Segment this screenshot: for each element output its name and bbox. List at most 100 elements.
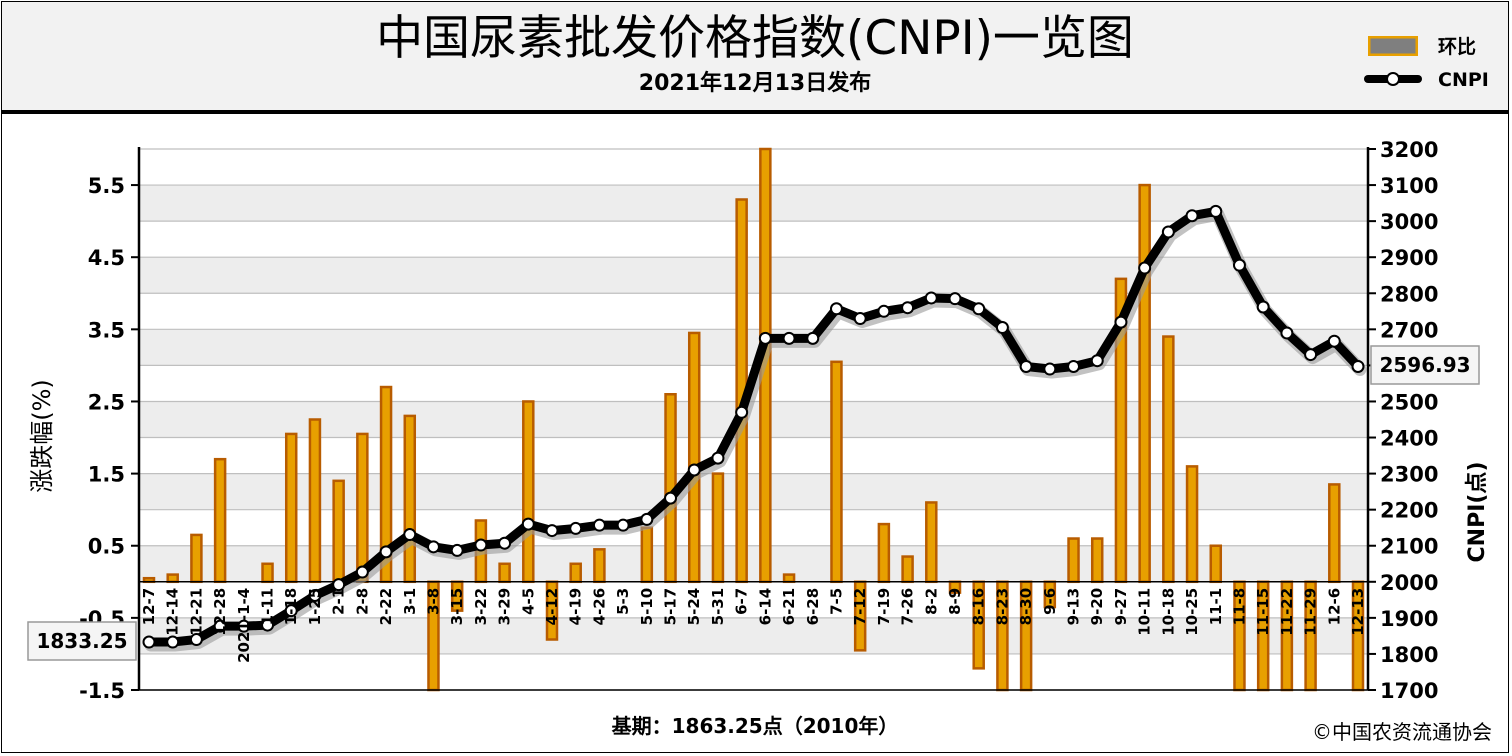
cnpi-point — [1161, 225, 1175, 239]
cnpi-point — [640, 512, 654, 526]
x-tick-label: 4-5 — [519, 588, 537, 615]
x-tick-label: 2021-1-4 — [235, 588, 253, 663]
right-tick-label: 2700 — [1380, 318, 1438, 342]
cnpi-point — [1351, 359, 1365, 373]
cnpi-point — [735, 405, 749, 419]
x-tick-label: 2-22 — [377, 588, 395, 626]
bar — [1138, 183, 1151, 584]
x-tick-label: 8-2 — [922, 588, 940, 615]
cnpi-point — [782, 331, 796, 345]
cnpi-point — [1209, 204, 1223, 218]
bar — [901, 555, 914, 584]
cnpi-point — [450, 543, 464, 557]
plot-band — [139, 149, 1368, 186]
plot-band — [139, 509, 1368, 546]
bar — [522, 400, 535, 584]
cnpi-point — [142, 635, 156, 649]
cnpi-point — [569, 521, 583, 535]
cnpi-point — [1138, 261, 1152, 275]
plot-band — [139, 617, 1368, 654]
bar — [640, 526, 654, 584]
x-tick-label: 9-20 — [1088, 588, 1106, 626]
plot-band — [139, 437, 1368, 474]
bar — [877, 522, 891, 584]
cnpi-point — [545, 524, 559, 538]
right-tick-label: 3000 — [1380, 210, 1438, 234]
x-tick-label: 5-10 — [638, 588, 656, 626]
bar — [1090, 537, 1104, 584]
cnpi-point — [829, 302, 843, 316]
x-tick-label: 11-29 — [1302, 588, 1320, 636]
cnpi-point — [592, 518, 606, 532]
x-tick-label: 12-14 — [164, 588, 182, 636]
base-period-note: 基期：1863.25点（2010年） — [611, 714, 899, 738]
chart-title: 中国尿素批发价格指数(CNPI)一览图 — [376, 11, 1134, 66]
cnpi-point — [1280, 326, 1294, 340]
cnpi-point — [1043, 362, 1057, 376]
plot-band — [139, 329, 1368, 366]
line-series — [142, 204, 1367, 652]
x-tick-label: 5-31 — [709, 588, 727, 626]
bar — [782, 573, 796, 584]
x-tick-label: 11-8 — [1230, 588, 1248, 626]
x-tick-label: 8-16 — [970, 588, 988, 626]
x-tick-label: 3-15 — [448, 588, 466, 626]
bar — [308, 418, 322, 584]
left-tick-label: 3.5 — [88, 318, 125, 342]
bar — [261, 562, 274, 584]
cnpi-point — [1232, 258, 1246, 272]
cnpi-point — [758, 331, 772, 345]
cnpi-point — [332, 578, 346, 592]
end-value-callout: 2596.93 — [1370, 345, 1480, 385]
right-tick-label: 2900 — [1380, 246, 1438, 270]
cnpi-point — [474, 538, 488, 552]
x-tick-label: 12-13 — [1349, 588, 1367, 636]
cnpi-point — [972, 302, 986, 316]
right-tick-label: 2500 — [1380, 390, 1438, 414]
cnpi-point — [853, 312, 867, 326]
bar — [356, 432, 369, 584]
plot-band — [139, 257, 1368, 294]
chart-subtitle: 2021年12月13日发布 — [638, 71, 872, 96]
x-tick-labels: 12-7 12-14 12-21 12-28 2021-1-4 1-11 1-18 1-25 2… — [140, 588, 1367, 663]
x-tick-label: 1-25 — [306, 588, 324, 626]
plot-band — [139, 473, 1368, 510]
right-tick-label: 2100 — [1380, 535, 1438, 559]
cnpi-point — [877, 304, 891, 318]
right-axis-label: CNPI(点) — [1464, 462, 1490, 563]
x-tick-label: 7-12 — [851, 588, 869, 626]
copyright-note: ©中国农资流通协会 — [1312, 720, 1492, 744]
cnpi-point — [498, 536, 512, 550]
x-tick-label: 7-5 — [827, 588, 845, 615]
x-tick-label: 3-29 — [496, 588, 514, 626]
cnpi-point — [1019, 359, 1033, 373]
cnpi-chart: 12-7 12-14 12-21 12-28 2021-1-4 1-11 1-18 1-25 2… — [27, 138, 1490, 703]
x-tick-label: 1-11 — [259, 588, 277, 626]
x-tick-label: 12-6 — [1325, 588, 1343, 626]
end-value-label: 2596.93 — [1379, 353, 1470, 377]
left-tick-label: 0.5 — [88, 535, 125, 559]
cnpi-point — [284, 604, 298, 618]
bar — [403, 414, 417, 584]
legend-bar-label: 环比 — [1438, 36, 1477, 58]
cnpi-point — [901, 301, 915, 315]
right-tick-labels: 1700180019002000210022002300240025002600… — [1368, 138, 1438, 703]
cnpi-point — [1327, 334, 1341, 348]
right-tick-label: 1800 — [1380, 643, 1438, 667]
x-tick-label: 6-21 — [780, 588, 798, 626]
x-tick-label: 4-12 — [543, 588, 561, 626]
plot-band — [139, 653, 1368, 690]
x-tick-label: 6-28 — [804, 588, 822, 626]
x-tick-label: 5-17 — [662, 588, 680, 626]
cnpi-point — [711, 451, 725, 465]
left-tick-label: 4.5 — [88, 246, 125, 270]
bar — [1209, 544, 1223, 584]
start-value-callout: 1833.25 — [27, 621, 137, 661]
cnpi-point — [379, 545, 393, 559]
x-tick-label: 8-9 — [946, 588, 964, 615]
cnpi-point — [189, 633, 203, 647]
bar — [190, 533, 203, 584]
bar — [1067, 537, 1080, 584]
x-tick-label: 11-1 — [1207, 588, 1225, 626]
